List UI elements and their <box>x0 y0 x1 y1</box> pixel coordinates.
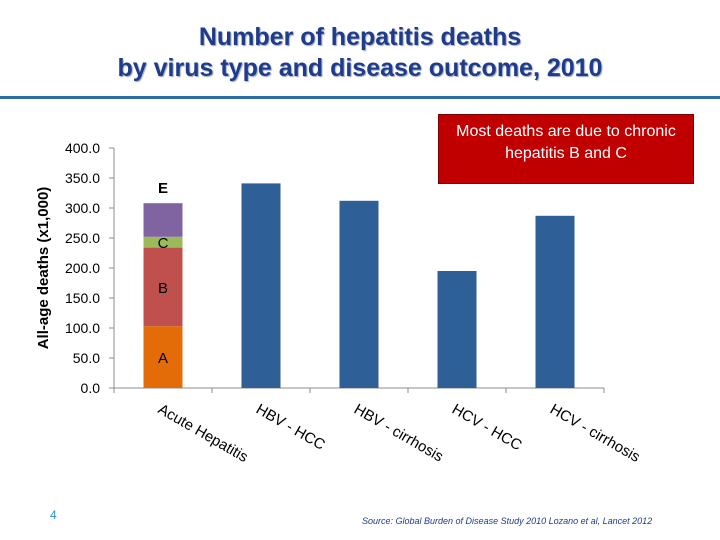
bar-segment-B <box>143 247 183 327</box>
slide-title: Number of hepatitis deaths by virus type… <box>0 22 720 84</box>
x-category-label: HBV - HCC <box>253 401 328 454</box>
x-category-label: HCV - cirrhosis <box>547 401 643 466</box>
source-citation: Source: Global Burden of Disease Study 2… <box>362 516 653 526</box>
segment-label-C: C <box>158 235 169 252</box>
y-tick-label: 0.0 <box>81 380 101 396</box>
title-divider <box>0 96 720 99</box>
y-tick-label: 100.0 <box>65 320 100 336</box>
y-tick-label: 200.0 <box>65 260 100 276</box>
bar-segment-A <box>143 326 183 388</box>
y-tick-label: 50.0 <box>73 350 100 366</box>
bar-hbv-hcc <box>241 183 281 388</box>
y-tick-label: 150.0 <box>65 290 100 306</box>
bar-hbv-cirrhosis <box>339 200 379 388</box>
y-tick-label: 400.0 <box>65 140 100 156</box>
callout-box: Most deaths are due to chronic hepatitis… <box>438 114 694 184</box>
title-line-1: Number of hepatitis deaths <box>198 23 522 51</box>
y-tick-label: 250.0 <box>65 230 100 246</box>
segment-label-E: E <box>158 180 168 197</box>
title-line-2: by virus type and disease outcome, 2010 <box>117 54 603 82</box>
y-tick-label: 300.0 <box>65 200 100 216</box>
segment-label-A: A <box>158 350 168 367</box>
bar-segment-C <box>143 236 183 248</box>
bar-hcv-hcc <box>437 271 477 388</box>
x-category-label: Acute Hepatitis <box>155 401 251 466</box>
y-tick-label: 350.0 <box>65 170 100 186</box>
page-number: 4 <box>50 508 57 522</box>
bar-hcv-cirrhosis <box>535 215 575 388</box>
bar-segment-E <box>143 203 183 237</box>
segment-label-B: B <box>158 280 168 297</box>
y-axis-label: All-age deaths (x1,000) <box>35 187 52 350</box>
x-category-label: HBV - cirrhosis <box>351 401 446 466</box>
bars <box>143 183 575 388</box>
x-category-label: HCV - HCC <box>449 401 525 455</box>
